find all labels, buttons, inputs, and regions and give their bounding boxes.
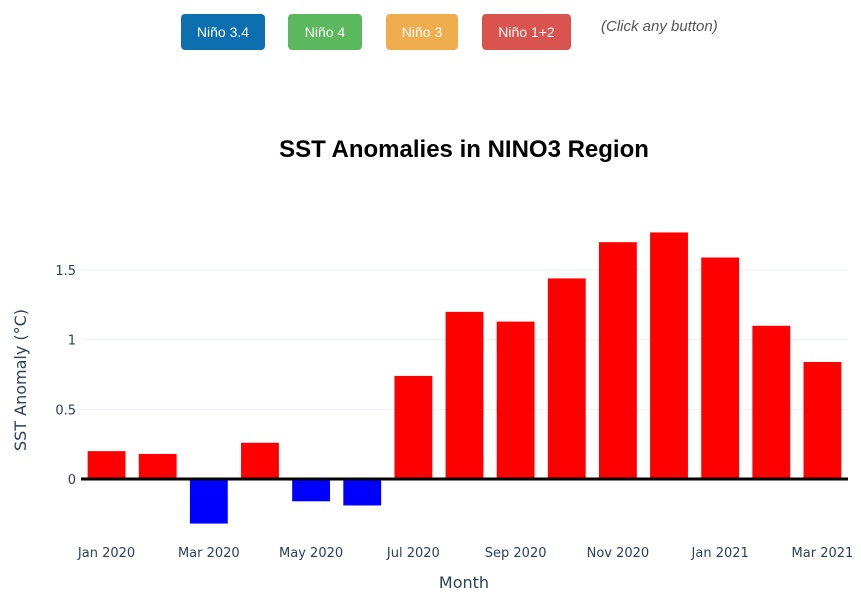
bar-2020-03[interactable] bbox=[189, 479, 228, 524]
bar-2020-08[interactable] bbox=[445, 311, 484, 479]
x-axis-label: Month bbox=[439, 573, 489, 592]
chart-title: SST Anomalies in NINO3 Region bbox=[279, 136, 649, 163]
y-axis-label: SST Anomaly (°C) bbox=[11, 309, 30, 451]
bar-2020-01[interactable] bbox=[87, 451, 126, 479]
nino-12-button[interactable]: Niño 1+2 bbox=[482, 14, 571, 50]
y-tick-label: 0.5 bbox=[55, 403, 76, 418]
x-tick-label: Nov 2020 bbox=[587, 546, 650, 561]
y-tick-label: 1 bbox=[68, 334, 76, 349]
x-tick-label: Jul 2020 bbox=[386, 546, 440, 561]
bar-2020-05[interactable] bbox=[292, 479, 331, 502]
bar-2020-12[interactable] bbox=[650, 232, 688, 479]
x-tick-label: May 2020 bbox=[279, 546, 343, 561]
bar-2020-10[interactable] bbox=[547, 278, 586, 479]
x-tick-label: Mar 2021 bbox=[792, 546, 854, 561]
x-tick-label: Jan 2021 bbox=[691, 546, 749, 561]
y-tick-label: 1.5 bbox=[55, 264, 76, 279]
region-button-row: Niño 3.4 Niño 4 Niño 3 Niño 1+2 bbox=[0, 14, 861, 52]
x-tick-label: Sep 2020 bbox=[485, 546, 547, 561]
bars bbox=[81, 232, 848, 524]
y-tick-label: 0 bbox=[68, 473, 76, 488]
nino-4-button[interactable]: Niño 4 bbox=[288, 14, 362, 50]
bar-2021-02[interactable] bbox=[752, 325, 791, 479]
nino-34-button[interactable]: Niño 3.4 bbox=[181, 14, 265, 50]
y-tick-labels: 0 0.5 1 1.5 bbox=[55, 264, 76, 488]
bar-2020-06[interactable] bbox=[343, 479, 382, 506]
x-tick-label: Mar 2020 bbox=[178, 546, 240, 561]
bar-2020-02[interactable] bbox=[138, 453, 177, 479]
click-hint: (Click any button) bbox=[601, 18, 718, 35]
x-tick-labels: Jan 2020 Mar 2020 May 2020 Jul 2020 Sep 2020… bbox=[77, 546, 853, 561]
bar-2021-03[interactable] bbox=[803, 361, 842, 479]
x-tick-label: Jan 2020 bbox=[77, 546, 135, 561]
bar-2020-04[interactable] bbox=[241, 442, 279, 479]
bar-2021-01[interactable] bbox=[701, 257, 740, 479]
bar-2020-07[interactable] bbox=[394, 375, 433, 479]
nino-3-button[interactable]: Niño 3 bbox=[386, 14, 458, 50]
bar-2020-09[interactable] bbox=[496, 321, 535, 479]
bar-2020-11[interactable] bbox=[598, 242, 637, 479]
